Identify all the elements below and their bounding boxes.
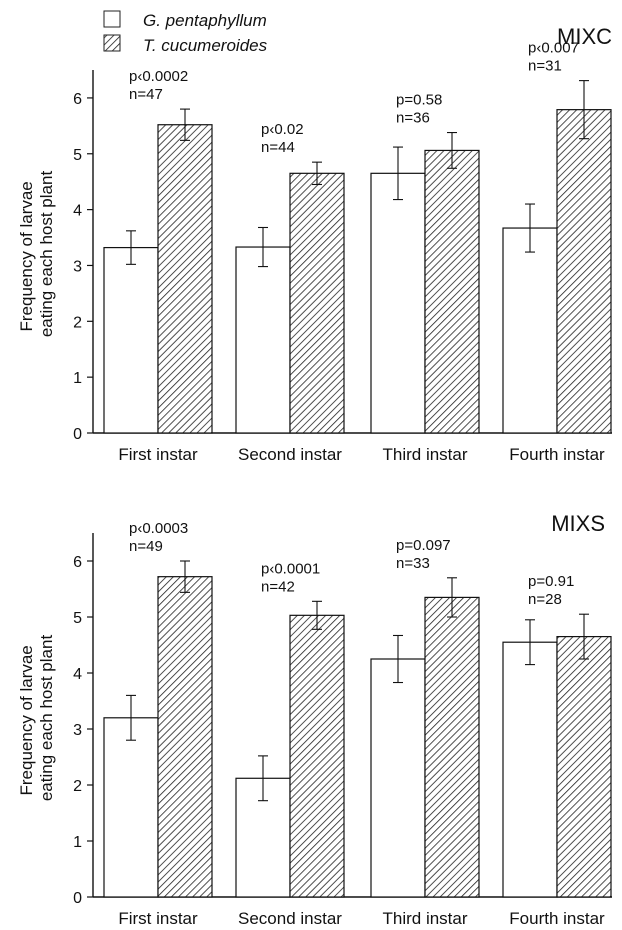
y-tick-label: 2 — [73, 314, 82, 331]
y-tick-label: 5 — [73, 147, 82, 164]
bar-open — [370, 172, 426, 434]
p-value-label: p‹0.007 — [528, 40, 579, 57]
n-label: n=42 — [261, 578, 295, 595]
bar-open — [502, 227, 558, 434]
bar-hatched — [289, 172, 345, 434]
y-tick-label: 2 — [73, 778, 82, 795]
y-tick-label: 0 — [73, 890, 82, 907]
y-tick-label: 5 — [73, 610, 82, 627]
y-axis-label-line-1: Frequency of larvae — [17, 645, 36, 795]
n-label: n=49 — [129, 538, 163, 555]
legend-label-1: G. pentaphyllum — [143, 11, 267, 30]
chart-title: MIXC — [557, 24, 612, 49]
y-tick-label: 0 — [73, 426, 82, 443]
n-label: n=36 — [396, 110, 430, 127]
x-tick-label: First instar — [118, 909, 198, 928]
y-tick-label: 1 — [73, 834, 82, 851]
p-value-label: p‹0.0003 — [129, 520, 188, 537]
y-tick-label: 6 — [73, 91, 82, 108]
bar-open — [103, 717, 159, 898]
y-tick-label: 3 — [73, 258, 82, 275]
legend-swatch-open — [103, 10, 121, 28]
y-axis-label: Frequency of larvae eating each host pla… — [17, 171, 56, 338]
y-axis-label-line-2: eating each host plant — [37, 171, 56, 338]
bar-hatched — [556, 635, 612, 898]
p-value-label: p=0.58 — [396, 92, 442, 109]
p-value-label: p=0.91 — [528, 573, 574, 590]
y-axis-label: Frequency of larvae eating each host pla… — [17, 635, 56, 802]
y-tick-label: 6 — [73, 554, 82, 571]
chart-title: MIXS — [551, 511, 605, 536]
chart-panel-mixs: MIXS Frequency of larvae eating each hos… — [17, 511, 612, 928]
y-tick-label: 3 — [73, 722, 82, 739]
x-tick-label: Second instar — [238, 909, 342, 928]
bar-hatched — [157, 576, 213, 898]
x-tick-label: First instar — [118, 445, 198, 464]
bar-hatched — [289, 614, 345, 898]
bar-hatched — [424, 149, 480, 434]
bar-hatched — [424, 596, 480, 898]
y-axis-label-line-1: Frequency of larvae — [17, 181, 36, 331]
legend: G. pentaphyllum T. cucumeroides — [103, 10, 268, 55]
p-value-label: p=0.097 — [396, 537, 451, 554]
legend-swatch-hatched — [103, 34, 121, 52]
x-tick-label: Fourth instar — [509, 445, 605, 464]
x-tick-label: Fourth instar — [509, 909, 605, 928]
p-value-label: p‹0.02 — [261, 121, 304, 138]
bar-open — [502, 641, 558, 898]
bar-open — [103, 246, 159, 434]
x-tick-label: Second instar — [238, 445, 342, 464]
y-tick-label: 4 — [73, 666, 82, 683]
n-label: n=47 — [129, 86, 163, 103]
n-label: n=28 — [528, 591, 562, 608]
legend-label-2: T. cucumeroides — [143, 36, 268, 55]
n-label: n=31 — [528, 58, 562, 75]
p-value-label: p‹0.0001 — [261, 560, 320, 577]
y-tick-label: 1 — [73, 370, 82, 387]
n-label: n=44 — [261, 139, 295, 156]
chart-panel-mixc: MIXC Frequency of larvae eating each hos… — [17, 24, 612, 464]
p-value-label: p‹0.0002 — [129, 68, 188, 85]
x-tick-label: Third instar — [382, 445, 467, 464]
bar-open — [370, 658, 426, 898]
bar-hatched — [157, 124, 213, 434]
x-tick-label: Third instar — [382, 909, 467, 928]
bar-open — [235, 246, 291, 434]
y-tick-label: 4 — [73, 203, 82, 220]
y-axis-label-line-2: eating each host plant — [37, 635, 56, 802]
bar-hatched — [556, 109, 612, 434]
n-label: n=33 — [396, 555, 430, 572]
